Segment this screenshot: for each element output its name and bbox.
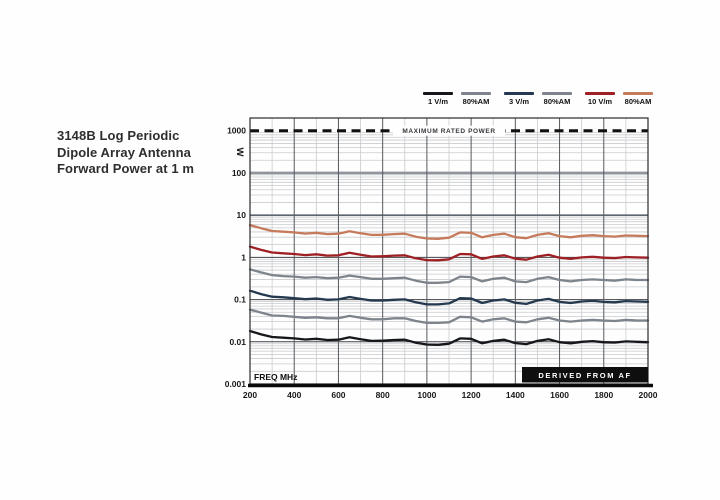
y-tick-label: 10 [237, 210, 247, 220]
derived-from-badge: DERIVED FROM AF [522, 367, 648, 383]
legend-entry: 80%AM [542, 92, 572, 106]
legend-swatch-10vm-am [623, 92, 653, 96]
chart-title-line-2: Dipole Array Antenna [57, 144, 191, 160]
chart-legend: 1 V/m 80%AM 3 V/m 80%AM 10 V/m [423, 92, 653, 106]
legend-entry: 1 V/m [423, 92, 453, 106]
grid-minor [250, 118, 648, 384]
x-tick-label: 400 [287, 390, 301, 400]
series-lines [248, 223, 650, 346]
series-10-v-m-80-am [248, 223, 650, 240]
y-tick-label: 1000 [227, 126, 246, 136]
legend-label: 10 V/m [587, 97, 613, 107]
x-tick-label: 1600 [550, 390, 569, 400]
y-tick-label: 1 [241, 252, 246, 262]
y-tick-label: 100 [232, 168, 246, 178]
y-tick-labels: 1000 100 10 1 0.1 0.01 0.001 [225, 126, 247, 389]
plot-frame [248, 117, 653, 388]
x-tick-label: 1000 [417, 390, 436, 400]
legend-swatch-3vm-am [542, 92, 572, 96]
y-tick-label: 0.1 [234, 295, 246, 305]
x-tick-labels: 200 400 600 800 1000 1200 1400 1600 1800 2000 [243, 390, 658, 400]
x-tick-label: 2000 [639, 390, 658, 400]
chart-title-line-1: 3148B Log Periodic [57, 128, 180, 143]
legend-entry: 80%AM [623, 92, 653, 106]
x-tick-label: 1800 [594, 390, 613, 400]
x-tick-label: 800 [376, 390, 390, 400]
x-tick-label: 600 [331, 390, 345, 400]
power-chart: MAXIMUM RATED POWER 200 400 600 800 1000 1200 1… [225, 117, 658, 400]
derived-from-label: DERIVED FROM AF [538, 371, 631, 380]
series-10-v-m [248, 245, 650, 262]
legend-group-3vm: 3 V/m 80%AM [504, 92, 572, 106]
legend-label: 80%AM [462, 97, 490, 107]
x-tick-label: 1200 [462, 390, 481, 400]
legend-entry: 80%AM [461, 92, 491, 106]
legend-swatch-10vm [585, 92, 615, 96]
y-tick-label: 0.01 [229, 337, 246, 347]
chart-title-line-3: Forward Power at 1 m [57, 161, 195, 176]
max-rated-power-label: MAXIMUM RATED POWER [402, 128, 495, 135]
legend-swatch-1vm [423, 92, 453, 96]
max-rated-power-line: MAXIMUM RATED POWER [250, 125, 648, 136]
series-1-v-m [248, 329, 650, 346]
chart-title: 3148B Log Periodic Dipole Array Antenna … [57, 128, 242, 178]
series-1-v-m-80-am [248, 308, 650, 325]
y-axis-unit-label: W [234, 148, 245, 157]
series-3-v-m-80-am [248, 268, 650, 284]
legend-label: 80%AM [543, 97, 571, 107]
legend-label: 1 V/m [427, 97, 448, 107]
legend-swatch-1vm-am [461, 92, 491, 96]
legend-entry: 10 V/m [585, 92, 615, 106]
x-axis-label: FREQ MHz [254, 372, 297, 382]
x-tick-label: 1400 [506, 390, 525, 400]
series-3-v-m [248, 289, 650, 306]
legend-label: 80%AM [624, 97, 652, 107]
legend-swatch-3vm [504, 92, 534, 96]
x-tick-label: 200 [243, 390, 257, 400]
legend-group-10vm: 10 V/m 80%AM [585, 92, 653, 106]
legend-group-1vm: 1 V/m 80%AM [423, 92, 491, 106]
y-tick-label: 0.001 [225, 379, 247, 389]
legend-label: 3 V/m [508, 97, 529, 107]
legend-entry: 3 V/m [504, 92, 534, 106]
